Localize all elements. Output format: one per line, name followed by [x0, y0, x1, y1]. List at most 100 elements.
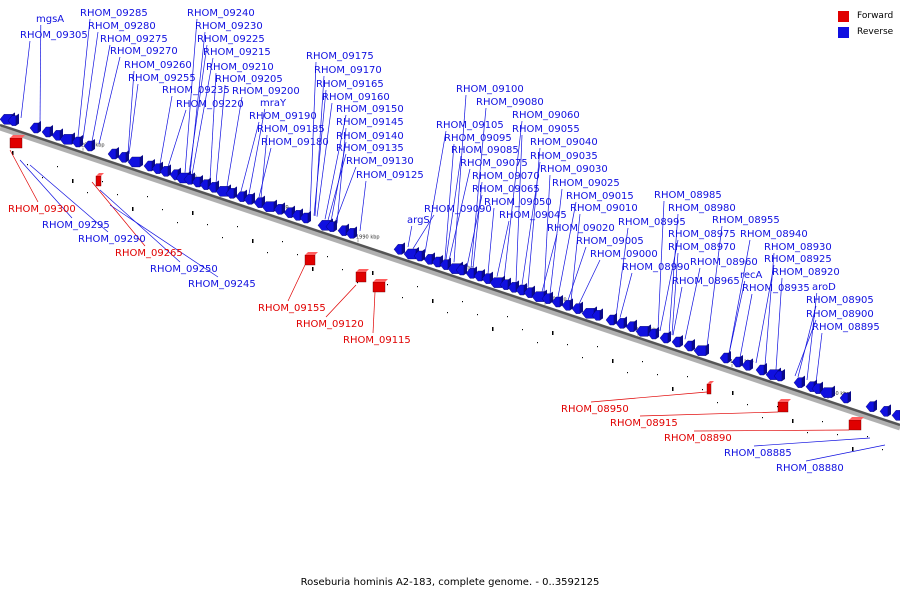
reverse-leader-line — [226, 96, 243, 187]
gene-label-reverse: RHOM_09100 — [456, 84, 524, 95]
reverse-gene-arrow — [755, 364, 765, 376]
reverse-gene-side — [234, 186, 237, 199]
scale-mark — [42, 177, 43, 179]
gene-label-reverse: RHOM_09035 — [530, 151, 598, 162]
scale-mark — [762, 417, 763, 419]
scale-mark — [12, 151, 14, 155]
reverse-leader-line — [91, 44, 111, 142]
reverse-gene-arrow — [879, 406, 889, 417]
gene-label-reverse: mraY — [260, 98, 287, 109]
gene-label-reverse: RHOM_09295 — [42, 220, 110, 231]
reverse-gene-arrow — [625, 321, 635, 332]
reverse-leader-line — [424, 130, 447, 253]
reverse-gene-side — [706, 343, 709, 356]
forward-gene-top — [305, 252, 318, 255]
gene-label-reverse: RHOM_09245 — [188, 279, 256, 290]
below-leader-line — [9, 149, 39, 203]
gene-label-reverse: RHOM_09095 — [444, 133, 512, 144]
gene-label-reverse: RHOM_09230 — [195, 21, 263, 32]
reverse-leader-line — [167, 109, 187, 168]
gene-label-reverse: mgsA — [36, 14, 64, 25]
gene-label-reverse: RHOM_09250 — [150, 264, 218, 275]
reverse-leader-line — [316, 102, 333, 217]
below-leader-line — [639, 411, 779, 417]
reverse-leader-line — [527, 147, 541, 288]
gene-label-reverse: RHOM_09305 — [20, 30, 88, 41]
gene-label-reverse: RHOM_08985 — [654, 190, 722, 201]
reverse-gene-side — [740, 355, 743, 367]
reverse-leader-line — [327, 153, 347, 221]
gene-label-reverse: RHOM_09015 — [566, 191, 634, 202]
reverse-gene-side — [668, 331, 671, 343]
reverse-leader-line — [448, 168, 471, 261]
forward-gene-block — [304, 254, 316, 266]
legend-label-forward: Forward — [857, 11, 894, 21]
reverse-gene-arrow — [393, 244, 403, 255]
gene-label-reverse: RHOM_09180 — [261, 137, 329, 148]
gene-label-reverse: RHOM_09290 — [78, 234, 146, 245]
gene-label-reverse: RHOM_09065 — [472, 184, 540, 195]
reverse-leader-line — [541, 233, 558, 292]
gene-label-reverse: RHOM_09285 — [80, 8, 148, 19]
reverse-gene-arrow — [235, 191, 245, 202]
legend-label-reverse: Reverse — [857, 27, 894, 37]
gene-label-reverse: RHOM_09145 — [336, 117, 404, 128]
scale-mark — [417, 286, 418, 288]
gene-label-reverse: RHOM_09060 — [512, 110, 580, 121]
scale-mark — [882, 449, 883, 451]
reverse-leader-line — [184, 18, 198, 173]
scale-mark — [657, 374, 658, 376]
scale-mark — [147, 196, 148, 198]
gene-label-reverse: RHOM_09105 — [436, 120, 504, 131]
reverse-leader-line — [324, 114, 347, 220]
reverse-gene-side — [38, 121, 41, 133]
reverse-leader-line — [336, 127, 347, 224]
scale-mark — [747, 404, 748, 406]
reverse-leader-line — [359, 180, 367, 232]
reverse-gene-side — [832, 385, 835, 398]
gene-label-reverse: RHOM_09275 — [100, 34, 168, 45]
below-leader-line — [99, 189, 181, 263]
gene-label-reverse: RHOM_08995 — [618, 217, 686, 228]
reverse-gene-arrow — [571, 303, 581, 314]
scale-mark — [687, 376, 688, 378]
gene-label-reverse: RHOM_09135 — [336, 143, 404, 154]
reverse-gene-side — [680, 335, 683, 347]
reverse-leader-line — [470, 107, 487, 269]
reverse-leader-line — [657, 200, 665, 331]
reverse-gene-side — [848, 391, 851, 403]
gene-label-forward: RHOM_09115 — [343, 335, 411, 346]
below-leader-line — [19, 159, 73, 219]
scale-mark — [102, 181, 103, 183]
scale-mark — [192, 211, 194, 215]
gene-label-reverse: RHOM_09085 — [451, 145, 519, 156]
gene-label-reverse: RHOM_09070 — [472, 171, 540, 182]
scale-mark — [462, 301, 463, 303]
gene-label-reverse: RHOM_09005 — [576, 236, 644, 247]
reverse-gene-arrow — [605, 314, 615, 326]
scale-mark — [387, 284, 388, 286]
gene-label-reverse: RHOM_08980 — [668, 203, 736, 214]
reverse-leader-line — [755, 264, 775, 364]
reverse-gene-side — [624, 316, 627, 329]
gene-label-reverse: RHOM_08975 — [668, 229, 736, 240]
scale-mark — [447, 312, 448, 314]
reverse-gene-side — [116, 147, 119, 159]
gene-label-reverse: RHOM_09050 — [484, 197, 552, 208]
axis-tick-label: 1940 kbp — [826, 391, 850, 397]
scale-mark — [372, 271, 374, 275]
reverse-leader-line — [191, 57, 214, 176]
reverse-leader-line — [472, 181, 483, 269]
reverse-gene-side — [126, 150, 129, 163]
gene-label-reverse: RHOM_09075 — [460, 158, 528, 169]
reverse-gene-arrow — [581, 308, 595, 319]
below-leader-line — [805, 444, 886, 462]
scale-mark — [282, 241, 283, 243]
gene-label-reverse: RHOM_09220 — [176, 99, 244, 110]
reverse-gene-side — [550, 291, 553, 304]
gene-label-reverse: RHOM_08920 — [772, 267, 840, 278]
label-leaders — [9, 18, 886, 462]
reverse-leader-line — [496, 220, 510, 277]
gene-label-reverse: RHOM_09240 — [187, 8, 255, 19]
scale-mark — [57, 166, 58, 168]
